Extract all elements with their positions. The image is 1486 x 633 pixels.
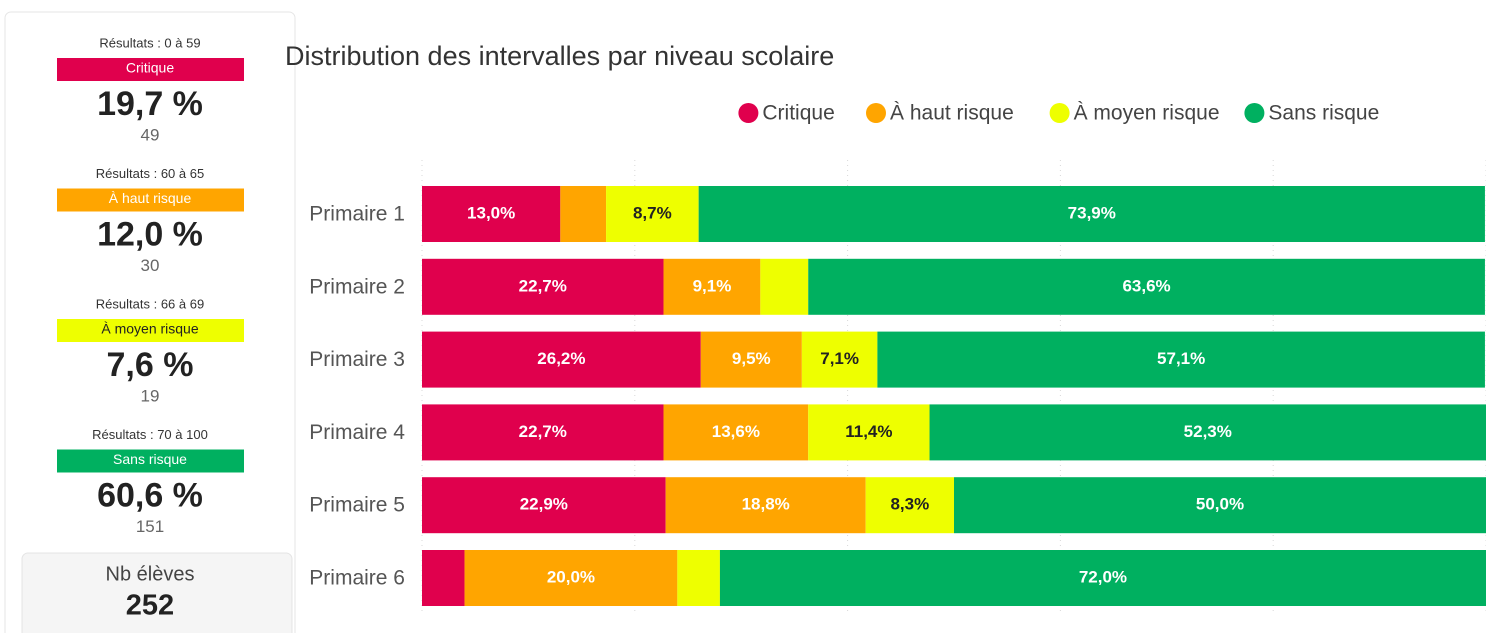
data-label: 9,1% [693,276,732,295]
card-percent: 60,6 % [97,476,203,514]
card-count: 151 [136,517,164,536]
data-label: 73,9% [1068,203,1116,222]
data-label: 20,0% [547,567,595,586]
legend-swatch [1244,103,1265,123]
card-badge-label: À moyen risque [101,321,198,337]
bar-segment [801,331,878,388]
y-tick-label: Primaire 4 [309,421,405,444]
legend-label: Critique [762,102,834,125]
card-badge [57,58,244,81]
bar-segment [665,477,866,534]
data-label: 52,3% [1184,422,1232,441]
card-range: Résultats : 60 à 65 [96,166,204,181]
card-percent: 19,7 % [97,85,203,123]
y-tick-label: Primaire 6 [309,567,405,590]
card-range: Résultats : 70 à 100 [92,427,208,442]
card-range: Résultats : 0 à 59 [99,35,200,50]
legend-label: À moyen risque [1074,102,1220,125]
data-label: 18,8% [742,495,790,514]
card-badge-label: Critique [126,60,174,76]
bar-segment [698,186,1485,242]
card-badge [57,319,244,342]
bar-segment [422,186,561,242]
card-badge [57,449,244,473]
bar-segment [700,331,802,388]
data-label: 8,7% [633,203,672,222]
data-label: 22,7% [519,276,567,295]
bar-segment [663,258,761,315]
chart-title: Distribution des intervalles par niveau … [285,41,834,71]
total-label: Nb élèves [106,563,195,585]
bar-segment [422,331,701,388]
bar-segment [560,186,607,242]
bar-segment [808,258,1485,315]
card-badge-label: Sans risque [113,451,187,467]
card-percent: 7,6 % [107,346,194,384]
bar-segment [422,477,666,534]
data-label: 72,0% [1079,567,1127,586]
legend-swatch [1049,103,1070,123]
card-badge-label: À haut risque [109,190,192,206]
bar-segment [808,404,930,461]
data-label: 50,0% [1196,495,1244,514]
data-label: 7,1% [820,349,859,368]
data-label: 22,7% [519,422,567,441]
data-label: 26,2% [537,349,585,368]
data-label: 13,0% [467,203,515,222]
data-label: 57,1% [1157,349,1205,368]
card-range: Résultats : 66 à 69 [96,296,204,311]
bar-segment [422,404,664,461]
bar-segment [929,404,1486,461]
bar-segment [606,186,699,242]
data-label: 11,4% [845,422,892,441]
total-value: 252 [126,590,174,622]
legend-label: Sans risque [1268,102,1379,125]
data-label: 9,5% [732,349,771,368]
card-count: 19 [141,386,160,405]
card-badge [57,188,244,212]
card-count: 30 [141,256,160,275]
bar-segment [663,404,809,461]
y-tick-label: Primaire 1 [309,203,405,226]
legend-swatch [866,103,886,123]
legend-swatch [738,103,759,123]
y-tick-label: Primaire 3 [309,348,405,371]
card-count: 49 [141,125,160,144]
y-tick-label: Primaire 2 [309,275,405,298]
bar-segment [760,258,809,315]
bar-segment [422,550,465,606]
bar-segment [877,331,1485,388]
bar-segment [865,477,954,534]
y-tick-label: Primaire 5 [309,494,405,517]
bar-segment [464,550,678,606]
bar-segment [422,258,664,315]
data-label: 8,3% [890,495,929,514]
card-percent: 12,0 % [97,215,203,253]
bar-segment [677,550,720,606]
data-label: 13,6% [712,422,760,441]
bar-segment [719,550,1486,606]
data-label: 22,9% [520,495,568,514]
bar-segment [954,477,1486,534]
data-label: 63,6% [1122,276,1170,295]
legend-label: À haut risque [890,102,1014,125]
total-box [21,552,293,633]
